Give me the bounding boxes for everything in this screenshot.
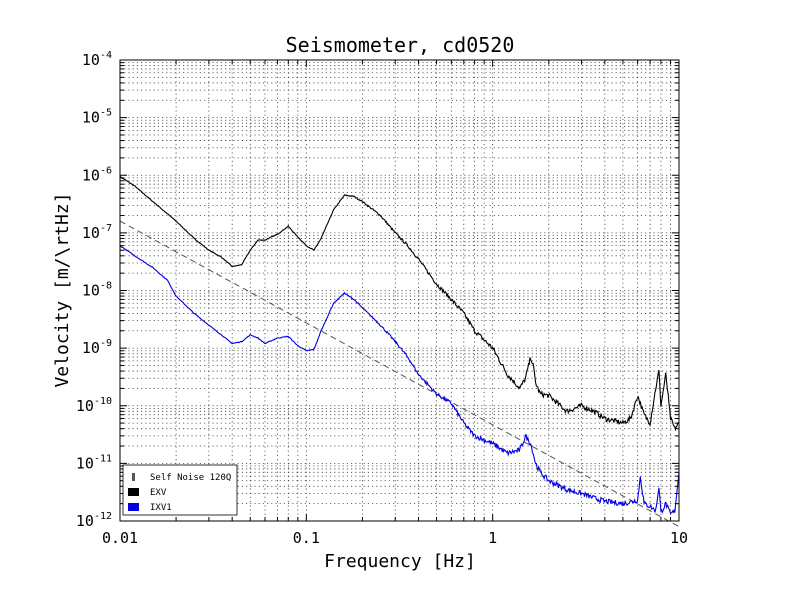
legend: Self Noise 120Q EXV IXV1	[122, 464, 238, 516]
series-line-2	[119, 245, 680, 515]
y-tick-label: 10-12	[76, 511, 112, 530]
y-tick-label: 10-10	[76, 396, 112, 415]
x-tick-label: 10	[670, 529, 688, 547]
x-axis-label: Frequency [Hz]	[324, 551, 476, 572]
y-tick-label: 10-11	[76, 453, 112, 472]
x-tick-labels: 0.01 0.1 1 10	[102, 529, 688, 547]
legend-swatch	[132, 473, 135, 481]
legend-swatch	[128, 503, 139, 511]
y-tick-labels: 10-12 10-11 10-10 10-9 10-8 10-7 10-6 10-5 10-4	[76, 50, 112, 530]
y-tick-label: 10-7	[82, 223, 112, 242]
y-tick-label: 10-5	[82, 108, 112, 127]
grid-lines	[120, 60, 679, 521]
legend-label: Self Noise 120Q	[150, 473, 231, 483]
x-tick-label: 1	[488, 529, 497, 547]
y-tick-label: 10-8	[82, 281, 112, 300]
legend-label: EXV	[150, 488, 167, 498]
series-line-0	[119, 220, 680, 528]
legend-label: IXV1	[150, 503, 172, 513]
y-axis-label: Velocity [m/\rtHz]	[52, 192, 73, 387]
x-tick-label: 0.01	[102, 529, 138, 547]
tick-marks	[119, 60, 679, 522]
x-tick-label: 0.1	[293, 529, 320, 547]
series-line-1	[119, 176, 680, 432]
chart-title: Seismometer, cd0520	[286, 33, 515, 57]
legend-box	[122, 464, 238, 516]
y-tick-label: 10-9	[82, 338, 112, 357]
legend-swatch	[128, 488, 139, 496]
plot-area	[119, 176, 680, 528]
y-tick-label: 10-4	[82, 50, 112, 69]
y-tick-label: 10-6	[82, 165, 112, 184]
